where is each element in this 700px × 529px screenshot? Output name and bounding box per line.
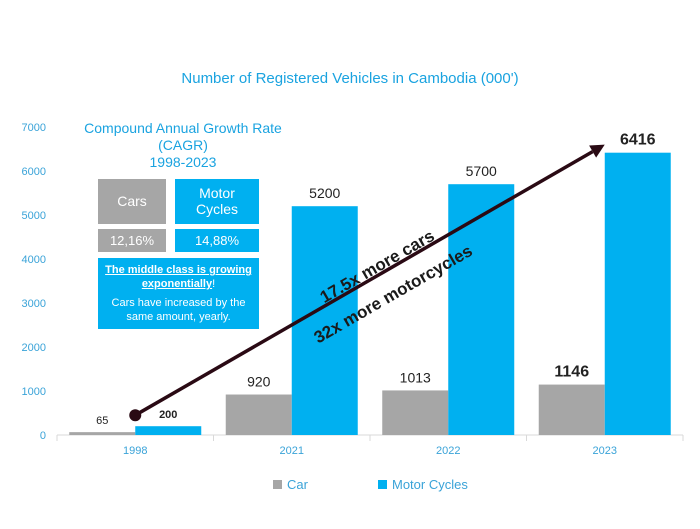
bar-moto [604,152,671,436]
cagr-moto-label-2: Cycles [195,201,238,217]
bar-moto [135,426,202,435]
cagr-title-line1: Compound Annual Growth Rate (CAGR) [84,120,282,153]
y-tick-label: 0 [40,430,46,442]
x-tick-label: 2023 [593,445,617,457]
cagr-note-excl: ! [212,278,216,290]
growth-arrow-head [589,144,605,158]
label-layer: 0 1000 2000 3000 4000 5000 6000 7000 1998 2021 202… [22,122,656,457]
data-label: 200 [159,409,177,421]
x-tick-label: 2022 [436,445,460,457]
y-tick-label: 3000 [22,298,46,310]
cagr-cars-header: Cars [98,179,166,224]
cagr-note-bold: The middle class is growing exponentiall… [105,264,252,290]
data-label: 1013 [400,369,431,385]
legend-item-car: Car [273,477,308,492]
legend-label-moto: Motor Cycles [392,477,468,492]
bar-car [382,390,449,435]
legend-swatch-car [273,480,282,489]
data-label: 6416 [620,132,656,149]
cagr-note-text: Cars have increased by the same amount, … [111,297,246,323]
x-tick-label: 2021 [280,445,304,457]
grid-layer [56,434,684,441]
cagr-note: The middle class is growing exponentiall… [98,258,259,329]
y-tick-label: 5000 [22,210,46,222]
data-label: 65 [96,415,108,427]
bar-layer [69,152,671,436]
data-label: 5200 [309,185,340,201]
y-tick-label: 4000 [22,254,46,266]
legend: Car Motor Cycles [0,477,700,497]
chart-title: Number of Registered Vehicles in Cambodi… [181,70,519,87]
bar-moto [448,184,515,435]
cagr-moto-value: 14,88% [175,229,259,252]
bar-car [69,432,136,435]
cagr-cars-value-text: 12,16% [109,233,155,248]
legend-label-car: Car [287,477,308,492]
bar-car [538,384,605,435]
cagr-moto-label-1: Motor [199,185,235,201]
y-tick-label: 2000 [22,342,46,354]
cagr-moto-value-text: 14,88% [194,233,240,248]
x-tick-label: 1998 [123,445,147,457]
legend-swatch-moto [378,480,387,489]
y-tick-label: 7000 [22,122,46,134]
y-tick-label: 1000 [22,386,46,398]
cagr-title-line2: 1998-2023 [149,154,217,170]
data-label: 1146 [554,364,589,381]
cagr-note-headline: The middle class is growing exponentiall… [104,263,253,291]
data-label: 5700 [466,163,497,179]
cagr-moto-header: Motor Cycles [175,179,259,224]
cagr-cars-label: Cars [117,193,147,209]
legend-item-moto: Motor Cycles [378,477,468,492]
cagr-title: Compound Annual Growth Rate (CAGR) 1998-… [58,120,308,171]
data-label: 920 [247,374,271,390]
bar-car [225,394,292,435]
cagr-cars-value: 12,16% [98,229,166,252]
growth-arrow-line [134,150,594,417]
y-tick-label: 6000 [22,166,46,178]
